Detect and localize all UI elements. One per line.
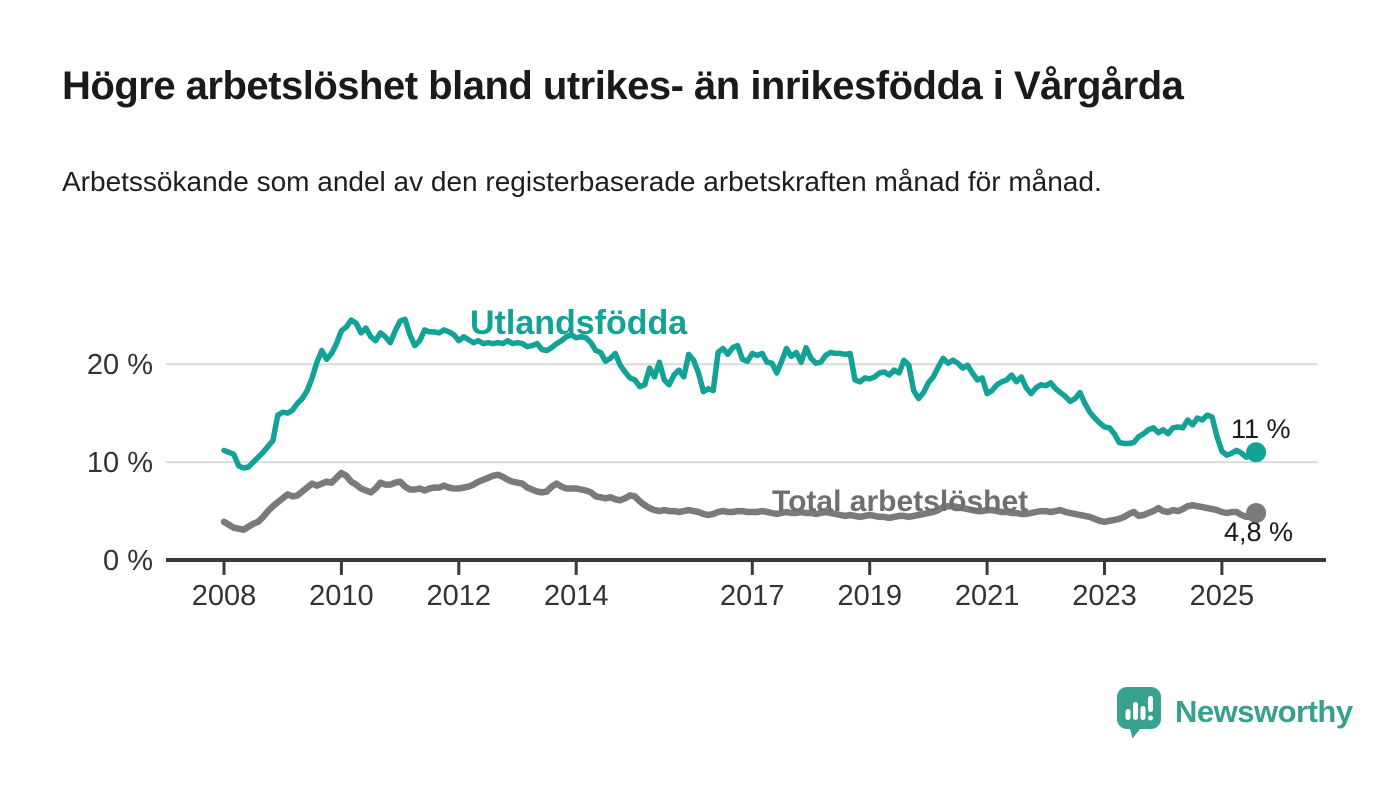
- svg-text:2025: 2025: [1190, 580, 1255, 612]
- svg-text:0 %: 0 %: [103, 545, 153, 577]
- series-label-utlandsfodda: Utlandsfödda: [470, 304, 688, 342]
- svg-text:2021: 2021: [955, 580, 1020, 612]
- series-label-total-arbetsloshet: Total arbetslöshet: [772, 485, 1029, 518]
- newsworthy-wordmark: Newsworthy: [1175, 694, 1353, 729]
- svg-text:2019: 2019: [837, 580, 902, 612]
- end-value-label-utlandsfodda: 11 %: [1231, 414, 1291, 444]
- end-value-label-total: 4,8 %: [1224, 517, 1294, 547]
- chart-subtitle: Arbetssökande som andel av den registerb…: [62, 166, 1102, 197]
- svg-text:2017: 2017: [720, 580, 785, 612]
- bar-chart-speech-bubble-icon: [1117, 687, 1161, 739]
- svg-text:2014: 2014: [544, 580, 609, 612]
- svg-text:10 %: 10 %: [87, 447, 153, 479]
- newsworthy-logo: Newsworthy: [1114, 684, 1353, 740]
- svg-text:2008: 2008: [192, 580, 257, 612]
- svg-text:2023: 2023: [1072, 580, 1137, 612]
- svg-text:20 %: 20 %: [87, 349, 153, 381]
- svg-text:2012: 2012: [427, 580, 492, 612]
- chart-title: Högre arbetslöshet bland utrikes- än inr…: [62, 64, 1184, 108]
- svg-text:2010: 2010: [309, 580, 374, 612]
